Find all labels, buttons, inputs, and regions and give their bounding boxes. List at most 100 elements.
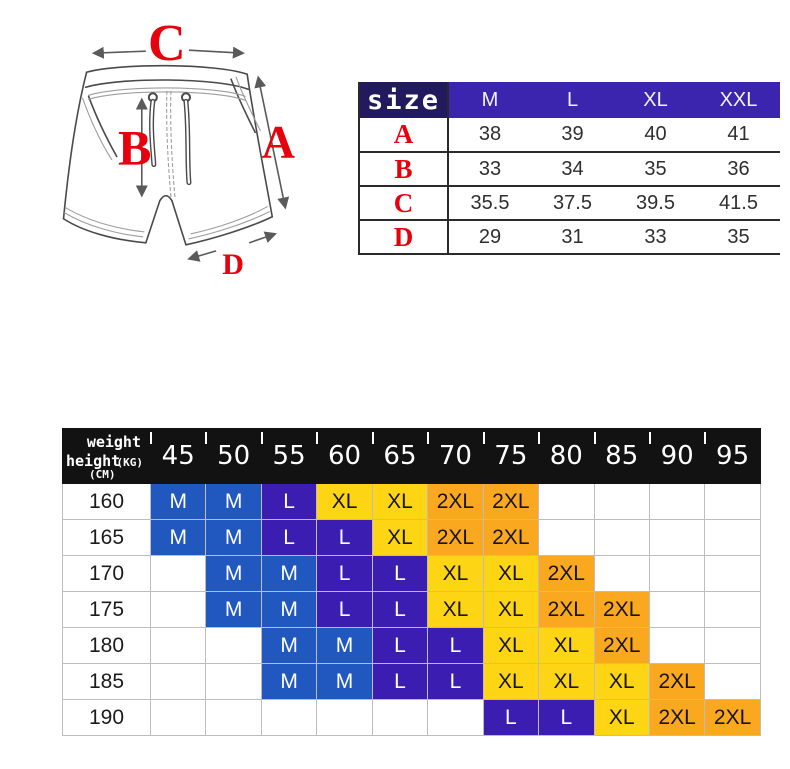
size-cell: 2XL [648, 699, 706, 736]
arrow-a [254, 75, 290, 210]
size-cell: L [260, 519, 318, 556]
empty-cell [704, 627, 761, 664]
size-cell: L [371, 627, 429, 664]
drawstring [147, 92, 192, 186]
matrix-row: 180 M M L L XL XL 2XL [62, 627, 761, 664]
height-row-label: 180 [62, 627, 151, 664]
measure-label-b: B [118, 120, 151, 176]
measure-letter: B [359, 152, 449, 186]
empty-cell [648, 483, 706, 520]
empty-cell [704, 591, 761, 628]
matrix-row: 185 M M L L XL XL XL 2XL [62, 663, 761, 700]
size-cell: XL [427, 591, 484, 628]
empty-cell [149, 555, 207, 592]
weight-column-header: 60 [316, 428, 373, 484]
corner-height-label: height [66, 452, 121, 470]
weight-column-header: 50 [205, 428, 262, 484]
arrow-d-left [187, 250, 217, 262]
size-cell: M [260, 663, 318, 700]
empty-cell [149, 627, 207, 664]
measurement-arrows [91, 46, 290, 262]
empty-cell [593, 555, 650, 592]
empty-cell [538, 519, 595, 556]
size-cell: XL [593, 699, 650, 736]
empty-cell [648, 627, 706, 664]
size-cell: 2XL [593, 591, 650, 628]
size-column-header: XXL [697, 82, 780, 118]
size-cell: XL [538, 663, 595, 700]
size-cell: 2XL [427, 483, 484, 520]
size-cell: L [538, 699, 595, 736]
size-cell: M [260, 555, 318, 592]
size-table-header-row: size M L XL XXL [359, 82, 780, 118]
corner-height-unit: (CM) [89, 468, 116, 481]
size-cell: M [149, 483, 207, 520]
size-cell: 2XL [482, 483, 540, 520]
measure-letters: C A B D [118, 15, 295, 281]
empty-cell [704, 519, 761, 556]
empty-cell [316, 699, 373, 736]
measure-value: 29 [478, 225, 502, 248]
arrow-c-left [91, 46, 146, 59]
weight-column-header: 90 [648, 428, 706, 484]
size-cell: 2XL [704, 699, 761, 736]
size-cell: XL [371, 519, 429, 556]
shorts-stitching [63, 76, 270, 240]
measure-value: 35 [727, 225, 750, 248]
height-row-label: 160 [62, 483, 151, 520]
weight-column-header: 55 [260, 428, 318, 484]
empty-cell [704, 483, 761, 520]
weight-column-header: 85 [593, 428, 650, 484]
size-cell: M [205, 555, 262, 592]
size-cell: M [205, 483, 262, 520]
arrow-c-right [188, 46, 245, 59]
size-table-row: B 33 34 35 36 [359, 152, 780, 186]
size-cell: XL [482, 555, 540, 592]
size-cell: M [260, 627, 318, 664]
size-cell: XL [371, 483, 429, 520]
size-cell: L [260, 483, 318, 520]
weight-column-header: 70 [427, 428, 484, 484]
weight-column-header: 75 [482, 428, 540, 484]
empty-cell [704, 555, 761, 592]
size-cell: XL [482, 591, 540, 628]
size-cell: XL [538, 627, 595, 664]
weight-column-header: 45 [149, 428, 207, 484]
size-cell: L [371, 555, 429, 592]
measure-label-c: C [148, 15, 186, 72]
empty-cell [427, 699, 484, 736]
size-cell: XL [482, 627, 540, 664]
empty-cell [260, 699, 318, 736]
measure-value: 41.5 [719, 191, 758, 214]
empty-cell [538, 483, 595, 520]
size-table-row: C 35.5 37.5 39.5 41.5 [359, 186, 780, 220]
size-column-header: XL [614, 82, 697, 118]
size-cell: 2XL [482, 519, 540, 556]
empty-cell [704, 663, 761, 700]
empty-cell [593, 519, 650, 556]
matrix-row: 170 M M L L XL XL 2XL [62, 555, 761, 592]
measure-value: 41 [727, 123, 750, 145]
empty-cell [149, 699, 207, 736]
size-cell: XL [427, 555, 484, 592]
weight-column-header: 80 [538, 428, 595, 484]
height-row-label: 190 [62, 699, 151, 736]
height-row-label: 170 [62, 555, 151, 592]
size-table-corner: size [359, 82, 449, 118]
size-cell: M [316, 627, 373, 664]
matrix-row: 160 M M L XL XL 2XL 2XL [62, 483, 761, 520]
size-cell: L [482, 699, 540, 736]
garment-size-table: size M L XL XXL A 38 39 40 41 B 33 34 35 36 C 35.5 37.5… [358, 82, 780, 255]
size-table-row: A 38 39 40 41 [359, 118, 780, 152]
measure-value: 35.5 [470, 191, 510, 214]
size-table-row: D 29 31 33 35 [359, 220, 780, 254]
size-cell: L [316, 555, 373, 592]
measure-label-d: D [222, 247, 244, 281]
height-weight-matrix: weight (KG) height (CM) 45 50 55 60 65 70 75 80… [62, 428, 761, 736]
weight-column-header: 95 [704, 428, 761, 484]
empty-cell [205, 699, 262, 736]
size-column-header: M [448, 82, 531, 118]
measure-letter: D [359, 220, 449, 254]
size-cell: 2XL [427, 519, 484, 556]
